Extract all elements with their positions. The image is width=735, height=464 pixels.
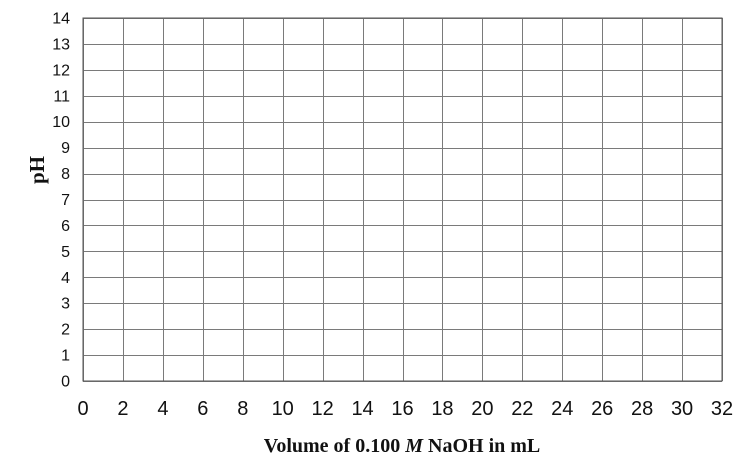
y-tick-label: 14: [52, 11, 70, 28]
x-tick-label: 22: [511, 398, 533, 420]
x-axis-label: Volume of 0.100 M NaOH in mL: [264, 435, 541, 457]
y-tick-label: 5: [61, 244, 70, 261]
x-axis-label-text: Volume of 0.100: [264, 435, 405, 457]
x-axis-label-text-end: NaOH in mL: [423, 435, 540, 457]
x-tick-label: 18: [431, 398, 453, 420]
x-tick-label: 14: [351, 398, 373, 420]
x-tick-label: 16: [391, 398, 413, 420]
y-tick-label: 11: [53, 88, 70, 105]
y-tick-label: 13: [52, 36, 70, 53]
y-tick-label: 9: [61, 140, 70, 157]
y-tick-label: 1: [61, 348, 70, 365]
y-tick-label: 4: [61, 270, 70, 287]
y-tick-label: 12: [52, 62, 70, 79]
x-tick-label: 2: [117, 398, 128, 420]
y-tick-label: 3: [61, 296, 70, 313]
plot-frame: [82, 17, 723, 382]
x-axis-label-unit: M: [404, 435, 424, 457]
x-tick-label: 12: [312, 398, 334, 420]
y-tick-label: 0: [61, 374, 70, 391]
y-tick-label: 10: [52, 114, 70, 131]
x-tick-label: 24: [551, 398, 573, 420]
grid: [83, 18, 723, 382]
x-tick-label: 32: [711, 398, 733, 420]
x-tick-label: 28: [631, 398, 653, 420]
x-tick-label: 6: [197, 398, 208, 420]
y-axis-label: pH: [25, 156, 49, 184]
y-tick-label: 2: [61, 322, 70, 339]
y-tick-label: 6: [61, 218, 70, 235]
y-tick-label: 7: [61, 192, 70, 209]
x-tick-label: 30: [671, 398, 693, 420]
x-tick-label: 10: [272, 398, 294, 420]
x-tick-label: 20: [471, 398, 493, 420]
x-tick-label: 0: [77, 398, 88, 420]
x-tick-labels: 0 2 4 6 8 10 12 14 16 18 20 22 24 26 28 30 32: [77, 398, 733, 420]
y-tick-label: 8: [61, 166, 70, 183]
x-tick-label: 4: [157, 398, 168, 420]
x-tick-label: 8: [237, 398, 248, 420]
x-tick-label: 26: [591, 398, 613, 420]
